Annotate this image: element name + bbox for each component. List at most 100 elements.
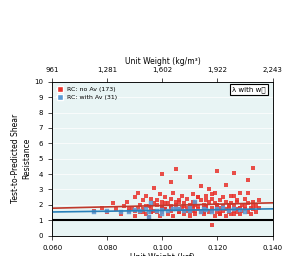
Point (245, 201, 250, 205)
Point (146, 215, 151, 219)
Point (155, 210, 159, 215)
Point (179, 194, 184, 198)
Text: Figure 3. Test-to-predicted shear resistance compared
with unit weight  for Simp: Figure 3. Test-to-predicted shear resist… (3, 4, 198, 26)
Point (190, 192, 195, 196)
Point (105, 209, 110, 213)
Point (196, 195, 200, 199)
Point (204, 204, 209, 208)
Point (232, 209, 236, 213)
Point (144, 207, 148, 211)
Point (248, 206, 253, 210)
Point (193, 201, 198, 205)
Point (188, 209, 192, 213)
Point (232, 170, 236, 175)
Point (196, 204, 200, 208)
Point (135, 190, 140, 195)
Point (163, 207, 168, 211)
Point (135, 206, 140, 210)
Point (110, 201, 115, 205)
Point (174, 207, 178, 211)
X-axis label: Unit Weight (kg/m³): Unit Weight (kg/m³) (124, 57, 200, 66)
Point (201, 203, 206, 207)
Point (168, 180, 173, 184)
Point (215, 203, 220, 207)
Point (237, 206, 242, 210)
Point (204, 208, 209, 212)
Y-axis label: Test-to-Predicted Shear
Resistance: Test-to-Predicted Shear Resistance (11, 114, 31, 203)
Point (177, 210, 181, 215)
Point (99, 206, 104, 210)
Point (138, 203, 143, 207)
Point (122, 204, 126, 208)
Point (193, 209, 198, 213)
Point (251, 200, 256, 204)
Point (190, 206, 195, 210)
Point (223, 207, 228, 211)
Point (237, 206, 242, 210)
Point (232, 194, 236, 198)
Point (168, 209, 173, 213)
Point (144, 194, 148, 198)
Point (166, 212, 170, 216)
Point (174, 207, 178, 211)
Point (256, 198, 261, 202)
Point (210, 210, 214, 215)
Point (182, 209, 187, 213)
Point (254, 210, 258, 215)
Point (171, 214, 176, 218)
Point (199, 198, 203, 202)
Point (171, 207, 176, 211)
Point (207, 200, 212, 204)
Point (193, 200, 198, 204)
Point (243, 210, 247, 214)
Point (215, 207, 220, 211)
Point (221, 209, 225, 213)
Point (193, 203, 198, 207)
Point (210, 223, 214, 227)
Point (152, 201, 157, 205)
Point (234, 210, 239, 215)
Point (210, 197, 214, 201)
Point (177, 198, 181, 202)
Point (221, 206, 225, 210)
Point (245, 210, 250, 215)
Point (232, 212, 236, 216)
Point (218, 212, 223, 216)
Point (127, 207, 132, 211)
Point (163, 207, 168, 211)
Point (201, 207, 206, 211)
Point (133, 214, 137, 218)
Point (210, 209, 214, 213)
Point (237, 212, 242, 216)
Point (127, 210, 132, 215)
Point (168, 204, 173, 208)
Point (212, 214, 217, 218)
Point (223, 183, 228, 187)
Point (199, 210, 203, 215)
Point (251, 207, 256, 211)
Point (160, 204, 165, 208)
Point (218, 198, 223, 202)
Point (119, 210, 124, 214)
Point (199, 184, 203, 188)
Point (201, 212, 206, 216)
Point (201, 210, 206, 215)
Point (190, 204, 195, 208)
Legend: RC: no Av (173), RC: with Av (31): RC: no Av (173), RC: with Av (31) (55, 85, 119, 102)
Point (182, 204, 187, 208)
Point (248, 212, 253, 216)
Point (210, 192, 214, 196)
Point (157, 214, 162, 218)
Point (256, 206, 261, 210)
Point (160, 206, 165, 210)
Point (91, 209, 96, 213)
Point (226, 210, 231, 215)
Point (127, 209, 132, 213)
Point (144, 212, 148, 216)
Point (141, 210, 146, 215)
Point (160, 200, 165, 204)
Point (152, 209, 157, 213)
Point (138, 210, 143, 215)
Point (234, 207, 239, 211)
Point (226, 204, 231, 208)
